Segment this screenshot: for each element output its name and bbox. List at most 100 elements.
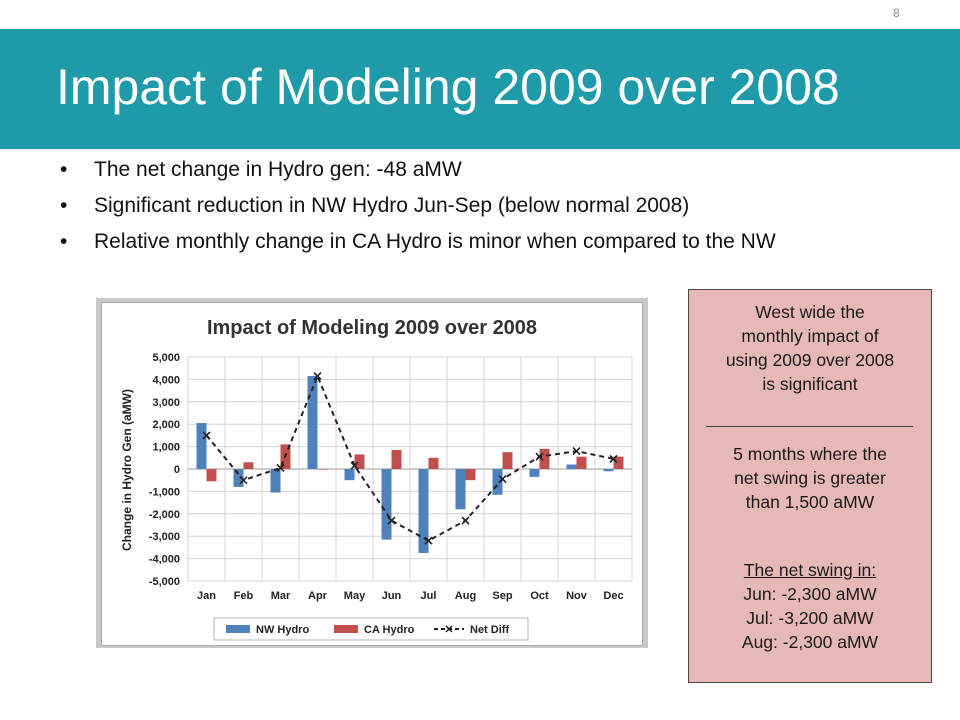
legend-label: NW Hydro — [256, 624, 309, 636]
net-diff-point — [609, 454, 618, 463]
chart-panel: Impact of Modeling 2009 over 2008 Change… — [101, 302, 643, 646]
chart-gridlines — [187, 356, 633, 582]
legend-swatch — [226, 625, 250, 633]
bar-nw-hydro — [233, 469, 244, 487]
net-diff-point — [313, 371, 322, 381]
bar-ca-hydro — [391, 449, 402, 469]
bar-ca-hydro — [354, 454, 365, 469]
bar-nw-hydro — [529, 469, 540, 477]
legend-swatch — [334, 625, 358, 633]
callout-divider — [706, 426, 913, 427]
bar-ca-hydro — [206, 469, 217, 482]
x-tick-label: Nov — [566, 590, 588, 602]
chart-title: Impact of Modeling 2009 over 2008 — [207, 317, 537, 339]
bullet-dot: • — [60, 158, 68, 181]
bar-nw-hydro — [381, 469, 392, 540]
bullet-text: Significant reduction in NW Hydro Jun-Se… — [94, 194, 690, 217]
bar-ca-hydro — [465, 469, 476, 481]
net-diff-point — [461, 516, 470, 525]
x-tick-label: Jan — [197, 590, 216, 602]
bullet-list: • The net change in Hydro gen: -48 aMW • S… — [60, 157, 860, 265]
callout-box: West wide the monthly impact of using 20… — [688, 289, 932, 683]
y-tick-label: -5,000 — [149, 576, 180, 588]
x-tick-label: Feb — [234, 590, 254, 602]
bar-ca-hydro — [613, 456, 624, 469]
bullet-item: • Relative monthly change in CA Hydro is … — [60, 229, 860, 255]
chart-tick-labels: 5,000 4,000 3,000 2,000 1,000 0 -1,000 -2,000 -3… — [149, 352, 624, 602]
slide-title: Impact of Modeling 2009 over 2008 — [56, 59, 840, 115]
y-tick-label: 3,000 — [152, 397, 180, 409]
net-diff-point — [498, 475, 507, 484]
bar-ca-hydro — [502, 452, 513, 469]
bar-nw-hydro — [270, 469, 281, 493]
chart-bars — [196, 376, 624, 553]
title-band — [0, 29, 960, 149]
callout-heading: The net swing in: — [743, 560, 877, 580]
y-tick-label: 5,000 — [152, 352, 180, 364]
x-tick-label: Sep — [492, 590, 512, 602]
bullet-item: • The net change in Hydro gen: -48 aMW — [60, 157, 860, 183]
callout-line: is significant — [762, 374, 858, 394]
callout-line: Jun: -2,300 aMW — [743, 584, 877, 604]
net-diff-point — [535, 452, 544, 461]
bar-nw-hydro — [603, 469, 614, 472]
bar-ca-hydro — [243, 462, 254, 469]
chart-y-axis-label: Change in Hydro Gen (aMW) — [120, 389, 134, 551]
bar-nw-hydro — [455, 469, 466, 510]
bar-line-chart: Impact of Modeling 2009 over 2008 Change… — [120, 317, 633, 641]
chart-legend: NW Hydro CA Hydro Net Diff — [213, 617, 529, 641]
y-tick-label: -4,000 — [149, 554, 180, 566]
net-diff-point — [276, 463, 285, 472]
net-diff-point — [202, 431, 211, 440]
net-diff-point — [572, 447, 581, 456]
x-tick-label: Aug — [455, 590, 476, 602]
callout-line: than 1,500 aMW — [745, 492, 875, 512]
net-diff-point — [424, 536, 433, 545]
net-diff-line — [205, 373, 614, 542]
bar-ca-hydro — [317, 469, 328, 470]
x-tick-label: Jun — [382, 590, 402, 602]
x-tick-label: Mar — [271, 590, 291, 602]
callout-paragraph-3: The net swing in: Jun: -2,300 aMW Jul: -… — [689, 558, 931, 654]
bar-nw-hydro — [492, 469, 503, 495]
bullet-text: Relative monthly change in CA Hydro is m… — [94, 230, 776, 253]
bar-nw-hydro — [307, 376, 318, 469]
legend-swatch-marker — [445, 625, 453, 633]
bar-nw-hydro — [344, 469, 355, 481]
x-tick-label: May — [344, 590, 366, 602]
net-diff-point — [350, 461, 359, 470]
legend-box — [213, 617, 529, 641]
net-diff-point — [239, 476, 248, 485]
bullet-text: The net change in Hydro gen: -48 aMW — [94, 158, 462, 181]
callout-line: Aug: -2,300 aMW — [741, 632, 879, 652]
x-tick-label: Oct — [530, 590, 549, 602]
y-tick-label: -3,000 — [149, 531, 180, 543]
bar-nw-hydro — [196, 423, 207, 469]
bar-ca-hydro — [576, 456, 587, 469]
callout-line: Jul: -3,200 aMW — [746, 608, 874, 628]
y-tick-label: -1,000 — [149, 486, 180, 498]
net-diff-point — [387, 516, 396, 525]
callout-line: 5 months where the — [733, 444, 887, 464]
y-tick-label: 2,000 — [152, 419, 180, 431]
y-tick-label: 4,000 — [152, 374, 180, 386]
legend-label: Net Diff — [470, 624, 509, 636]
x-tick-label: Dec — [603, 590, 623, 602]
bullet-item: • Significant reduction in NW Hydro Jun-S… — [60, 193, 860, 219]
bar-ca-hydro — [539, 448, 550, 469]
chart-net-diff-line — [202, 371, 618, 545]
callout-paragraph-2: 5 months where the net swing is greater … — [689, 442, 931, 514]
y-tick-label: 0 — [174, 464, 180, 476]
callout-line: West wide the — [755, 302, 865, 322]
callout-paragraph-1: West wide the monthly impact of using 20… — [689, 300, 931, 396]
y-tick-label: 1,000 — [152, 442, 180, 454]
y-tick-label: -2,000 — [149, 509, 180, 521]
callout-line: monthly impact of — [741, 326, 879, 346]
bar-nw-hydro — [418, 469, 429, 553]
bar-nw-hydro — [566, 464, 577, 469]
legend-label: CA Hydro — [364, 624, 415, 636]
bullet-dot: • — [60, 194, 68, 217]
x-tick-label: Jul — [421, 590, 437, 602]
callout-line: net swing is greater — [734, 468, 886, 488]
page-number: 8 — [893, 6, 900, 20]
